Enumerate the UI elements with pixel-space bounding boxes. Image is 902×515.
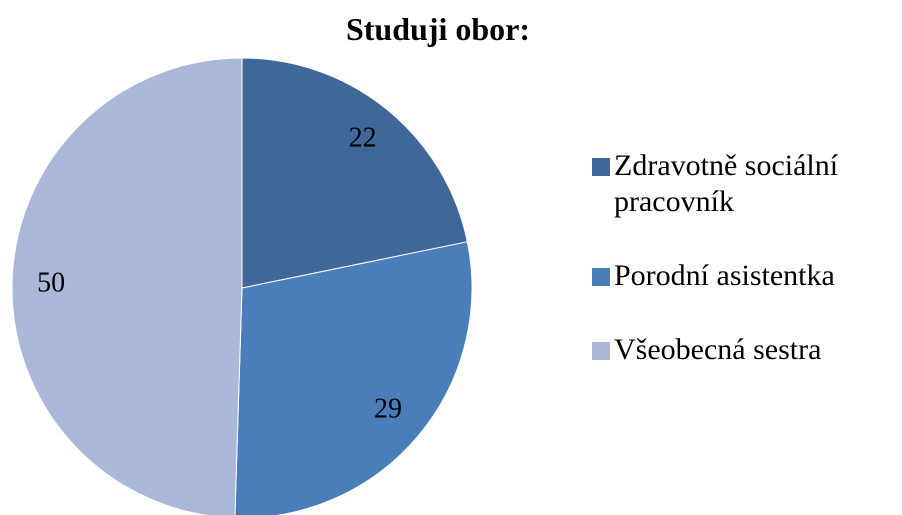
pie-slice — [11, 57, 243, 515]
pie-slice — [241, 57, 468, 289]
legend-swatch — [592, 158, 610, 176]
data-label: 22 — [349, 123, 377, 154]
chart-title: Studuji obor: — [346, 11, 530, 47]
legend-item: Všeobecná sestra — [592, 332, 892, 368]
legend-label: Všeobecná sestra — [614, 333, 822, 366]
legend-label: Zdravotně sociální pracovník — [614, 149, 839, 218]
legend-item: Porodní asistentka — [592, 258, 892, 294]
legend-swatch — [592, 342, 610, 360]
data-label: 50 — [37, 267, 65, 298]
data-label: 29 — [374, 393, 402, 424]
pie-slice — [234, 241, 473, 515]
legend: Zdravotně sociální pracovník Porodní asis… — [592, 148, 892, 406]
legend-swatch — [592, 268, 610, 286]
legend-item: Zdravotně sociální pracovník — [592, 148, 892, 220]
legend-label: Porodní asistentka — [614, 259, 835, 292]
